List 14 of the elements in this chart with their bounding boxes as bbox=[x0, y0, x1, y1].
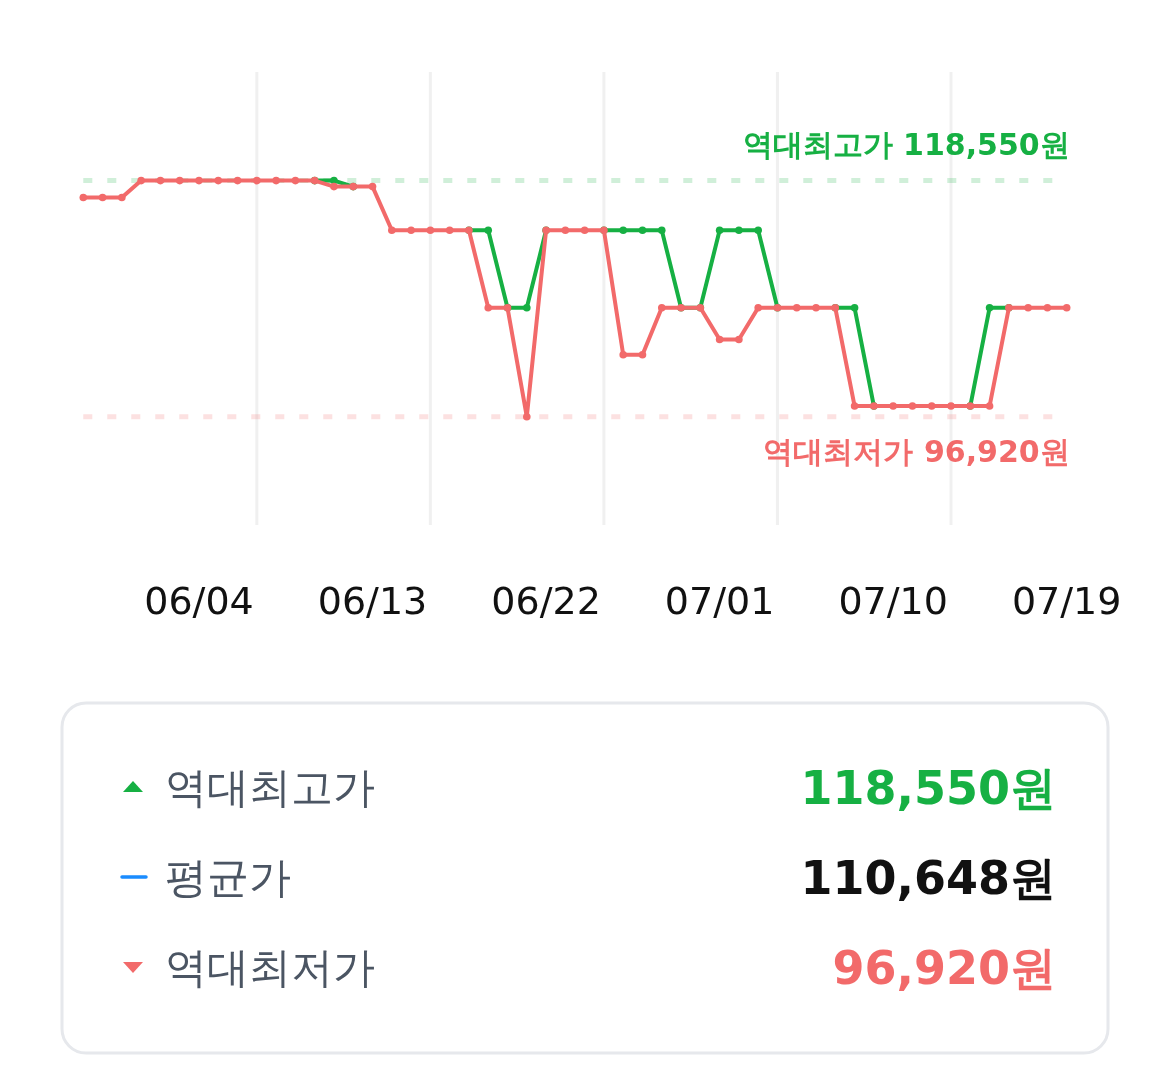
text: 96,920원 bbox=[832, 941, 1056, 995]
x-tick-label: 07/01 bbox=[664, 579, 775, 623]
ref-line-label: 역대최고가 118,550원 bbox=[742, 126, 1070, 162]
x-tick-label: 06/04 bbox=[144, 579, 254, 623]
text: 역대최고가 bbox=[165, 763, 375, 812]
text: 평균가 bbox=[165, 853, 291, 902]
x-tick-label: 06/13 bbox=[317, 579, 428, 623]
text: 118,550원 bbox=[800, 761, 1056, 815]
x-tick-label: 07/19 bbox=[1011, 579, 1122, 623]
text: 역대최저가 bbox=[165, 943, 375, 992]
x-tick-label: 06/22 bbox=[491, 579, 601, 623]
ref-line-label: 역대최저가 96,920원 bbox=[763, 433, 1070, 469]
text: 110,648원 bbox=[800, 851, 1056, 905]
x-tick-label: 07/10 bbox=[838, 579, 948, 623]
